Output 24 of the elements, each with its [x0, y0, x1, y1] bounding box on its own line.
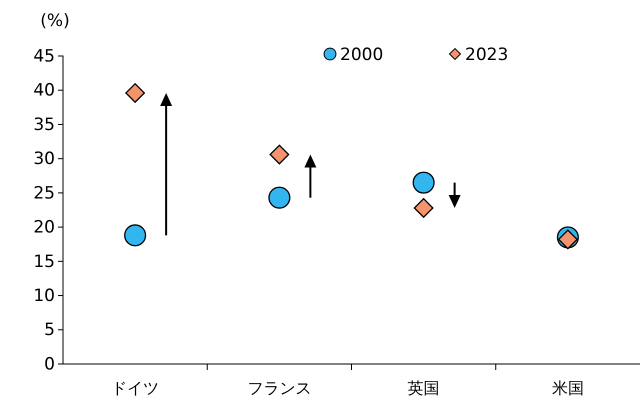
- point: [124, 224, 146, 246]
- point: [125, 83, 145, 103]
- x-tick-label: 英国: [408, 378, 440, 398]
- y-tick-label: 30: [33, 149, 55, 170]
- y-tick-label: 35: [33, 114, 55, 135]
- y-tick-label: 0: [44, 354, 55, 374]
- y-tick-label: 20: [33, 218, 55, 238]
- y-tick-label: 10: [33, 286, 55, 306]
- y-tick-label: 15: [33, 252, 55, 272]
- y-tick-label: 25: [33, 183, 55, 204]
- y-tick-label: 45: [33, 46, 55, 66]
- x-tick-label: フランス: [247, 378, 312, 398]
- point: [270, 144, 290, 164]
- y-tick-label: 5: [44, 320, 55, 340]
- y-axis-title: (%): [40, 11, 70, 31]
- point: [268, 186, 290, 209]
- point: [414, 198, 434, 218]
- y-tick-label: 40: [33, 80, 55, 101]
- point: [412, 172, 435, 194]
- x-tick-label: 米国: [552, 378, 584, 398]
- legend-label: 2000: [340, 45, 384, 65]
- x-tick-label: ドイツ: [111, 378, 160, 398]
- point: [558, 230, 578, 250]
- legend-label: 2023: [465, 45, 508, 65]
